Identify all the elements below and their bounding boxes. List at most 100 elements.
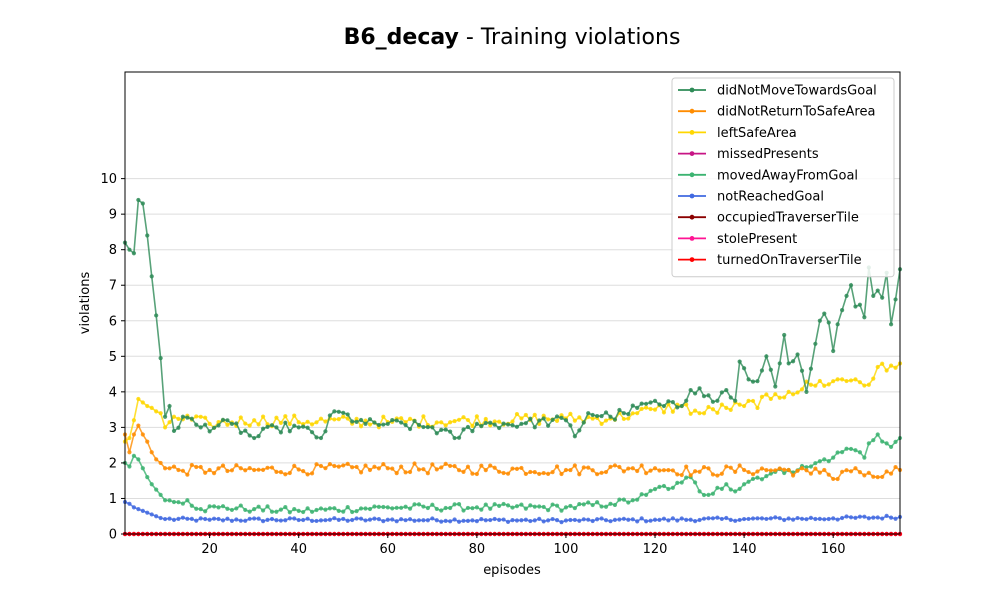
data-point [238, 430, 243, 435]
data-point [799, 387, 805, 392]
data-point [835, 476, 840, 482]
data-point [764, 468, 769, 473]
data-point [216, 423, 221, 428]
data-point [661, 468, 667, 473]
data-point [287, 421, 292, 427]
data-point [791, 392, 796, 397]
data-point [376, 504, 381, 509]
y-tick-label: 3 [109, 421, 117, 436]
data-point [679, 403, 684, 409]
data-point [799, 368, 805, 373]
data-point [706, 492, 711, 498]
x-tick-label: 100 [554, 542, 579, 557]
x-tick-label: 60 [380, 542, 397, 557]
data-point [497, 469, 502, 474]
data-point [314, 462, 319, 467]
data-point [171, 499, 177, 505]
data-point [666, 486, 671, 492]
data-point [497, 425, 502, 431]
legend-item-didNotMoveTowardsGoal: didNotMoveTowardsGoal [678, 84, 877, 99]
data-point [363, 518, 368, 523]
data-point [140, 466, 145, 471]
data-point [715, 515, 720, 520]
data-point [416, 502, 422, 507]
data-point [626, 416, 631, 421]
data-point [581, 517, 586, 522]
x-tick-label: 120 [643, 542, 668, 557]
data-point [421, 467, 426, 472]
data-point [759, 368, 765, 373]
data-point [372, 516, 377, 521]
data-point [755, 405, 760, 411]
data-point [786, 467, 791, 473]
data-point [216, 466, 221, 471]
data-point [617, 464, 622, 470]
data-point [875, 475, 880, 480]
legend-swatch-marker [689, 87, 695, 93]
data-point [777, 516, 782, 521]
data-point [693, 469, 698, 474]
data-point [243, 428, 248, 433]
data-point [599, 421, 604, 426]
data-point [840, 377, 845, 382]
data-point [893, 365, 898, 370]
data-point [470, 506, 475, 511]
data-point [483, 518, 488, 523]
data-point [283, 414, 288, 419]
data-point [639, 401, 644, 406]
data-point [403, 422, 408, 428]
data-point [817, 318, 822, 323]
data-point [893, 439, 898, 444]
legend-label: turnedOnTraverserTile [717, 253, 862, 268]
data-point [448, 429, 453, 434]
x-tick-label: 80 [469, 542, 486, 557]
data-point [733, 398, 738, 403]
y-tick-label: 9 [109, 208, 117, 223]
data-point [532, 470, 537, 475]
data-point [554, 464, 560, 469]
data-point [514, 518, 520, 523]
data-point [456, 417, 462, 422]
legend: didNotMoveTowardsGoal didNotReturnToSafeA… [671, 77, 895, 278]
data-point [207, 467, 212, 473]
data-point [519, 416, 524, 421]
data-point [448, 505, 453, 511]
data-point [287, 510, 292, 515]
data-point [278, 507, 283, 512]
data-point [697, 411, 702, 416]
data-point [759, 394, 765, 399]
legend-label: occupiedTraverserTile [717, 211, 859, 226]
data-point [367, 422, 373, 427]
data-point [140, 201, 145, 206]
data-point [603, 410, 609, 415]
data-point [706, 404, 711, 410]
data-point [888, 471, 894, 476]
data-point [577, 415, 582, 420]
data-point [363, 421, 368, 426]
data-point [350, 465, 355, 470]
data-point [657, 468, 662, 473]
data-point [390, 506, 395, 511]
data-point [345, 461, 350, 466]
data-point [755, 475, 760, 480]
data-point [888, 363, 894, 368]
data-point [341, 414, 346, 419]
data-point [514, 466, 520, 471]
data-point [880, 474, 885, 480]
data-point [764, 516, 769, 522]
data-point [724, 482, 729, 487]
data-point [853, 304, 858, 309]
data-point [189, 416, 194, 421]
data-point [332, 506, 337, 511]
data-point [479, 507, 484, 512]
data-point [220, 504, 226, 509]
data-point [768, 468, 773, 473]
data-point [216, 505, 221, 510]
data-point [661, 403, 667, 409]
data-point [840, 308, 845, 313]
legend-label: stolePresent [717, 232, 797, 247]
data-point [546, 417, 551, 422]
data-point [630, 517, 635, 522]
data-point [354, 509, 359, 514]
data-point [456, 468, 462, 473]
